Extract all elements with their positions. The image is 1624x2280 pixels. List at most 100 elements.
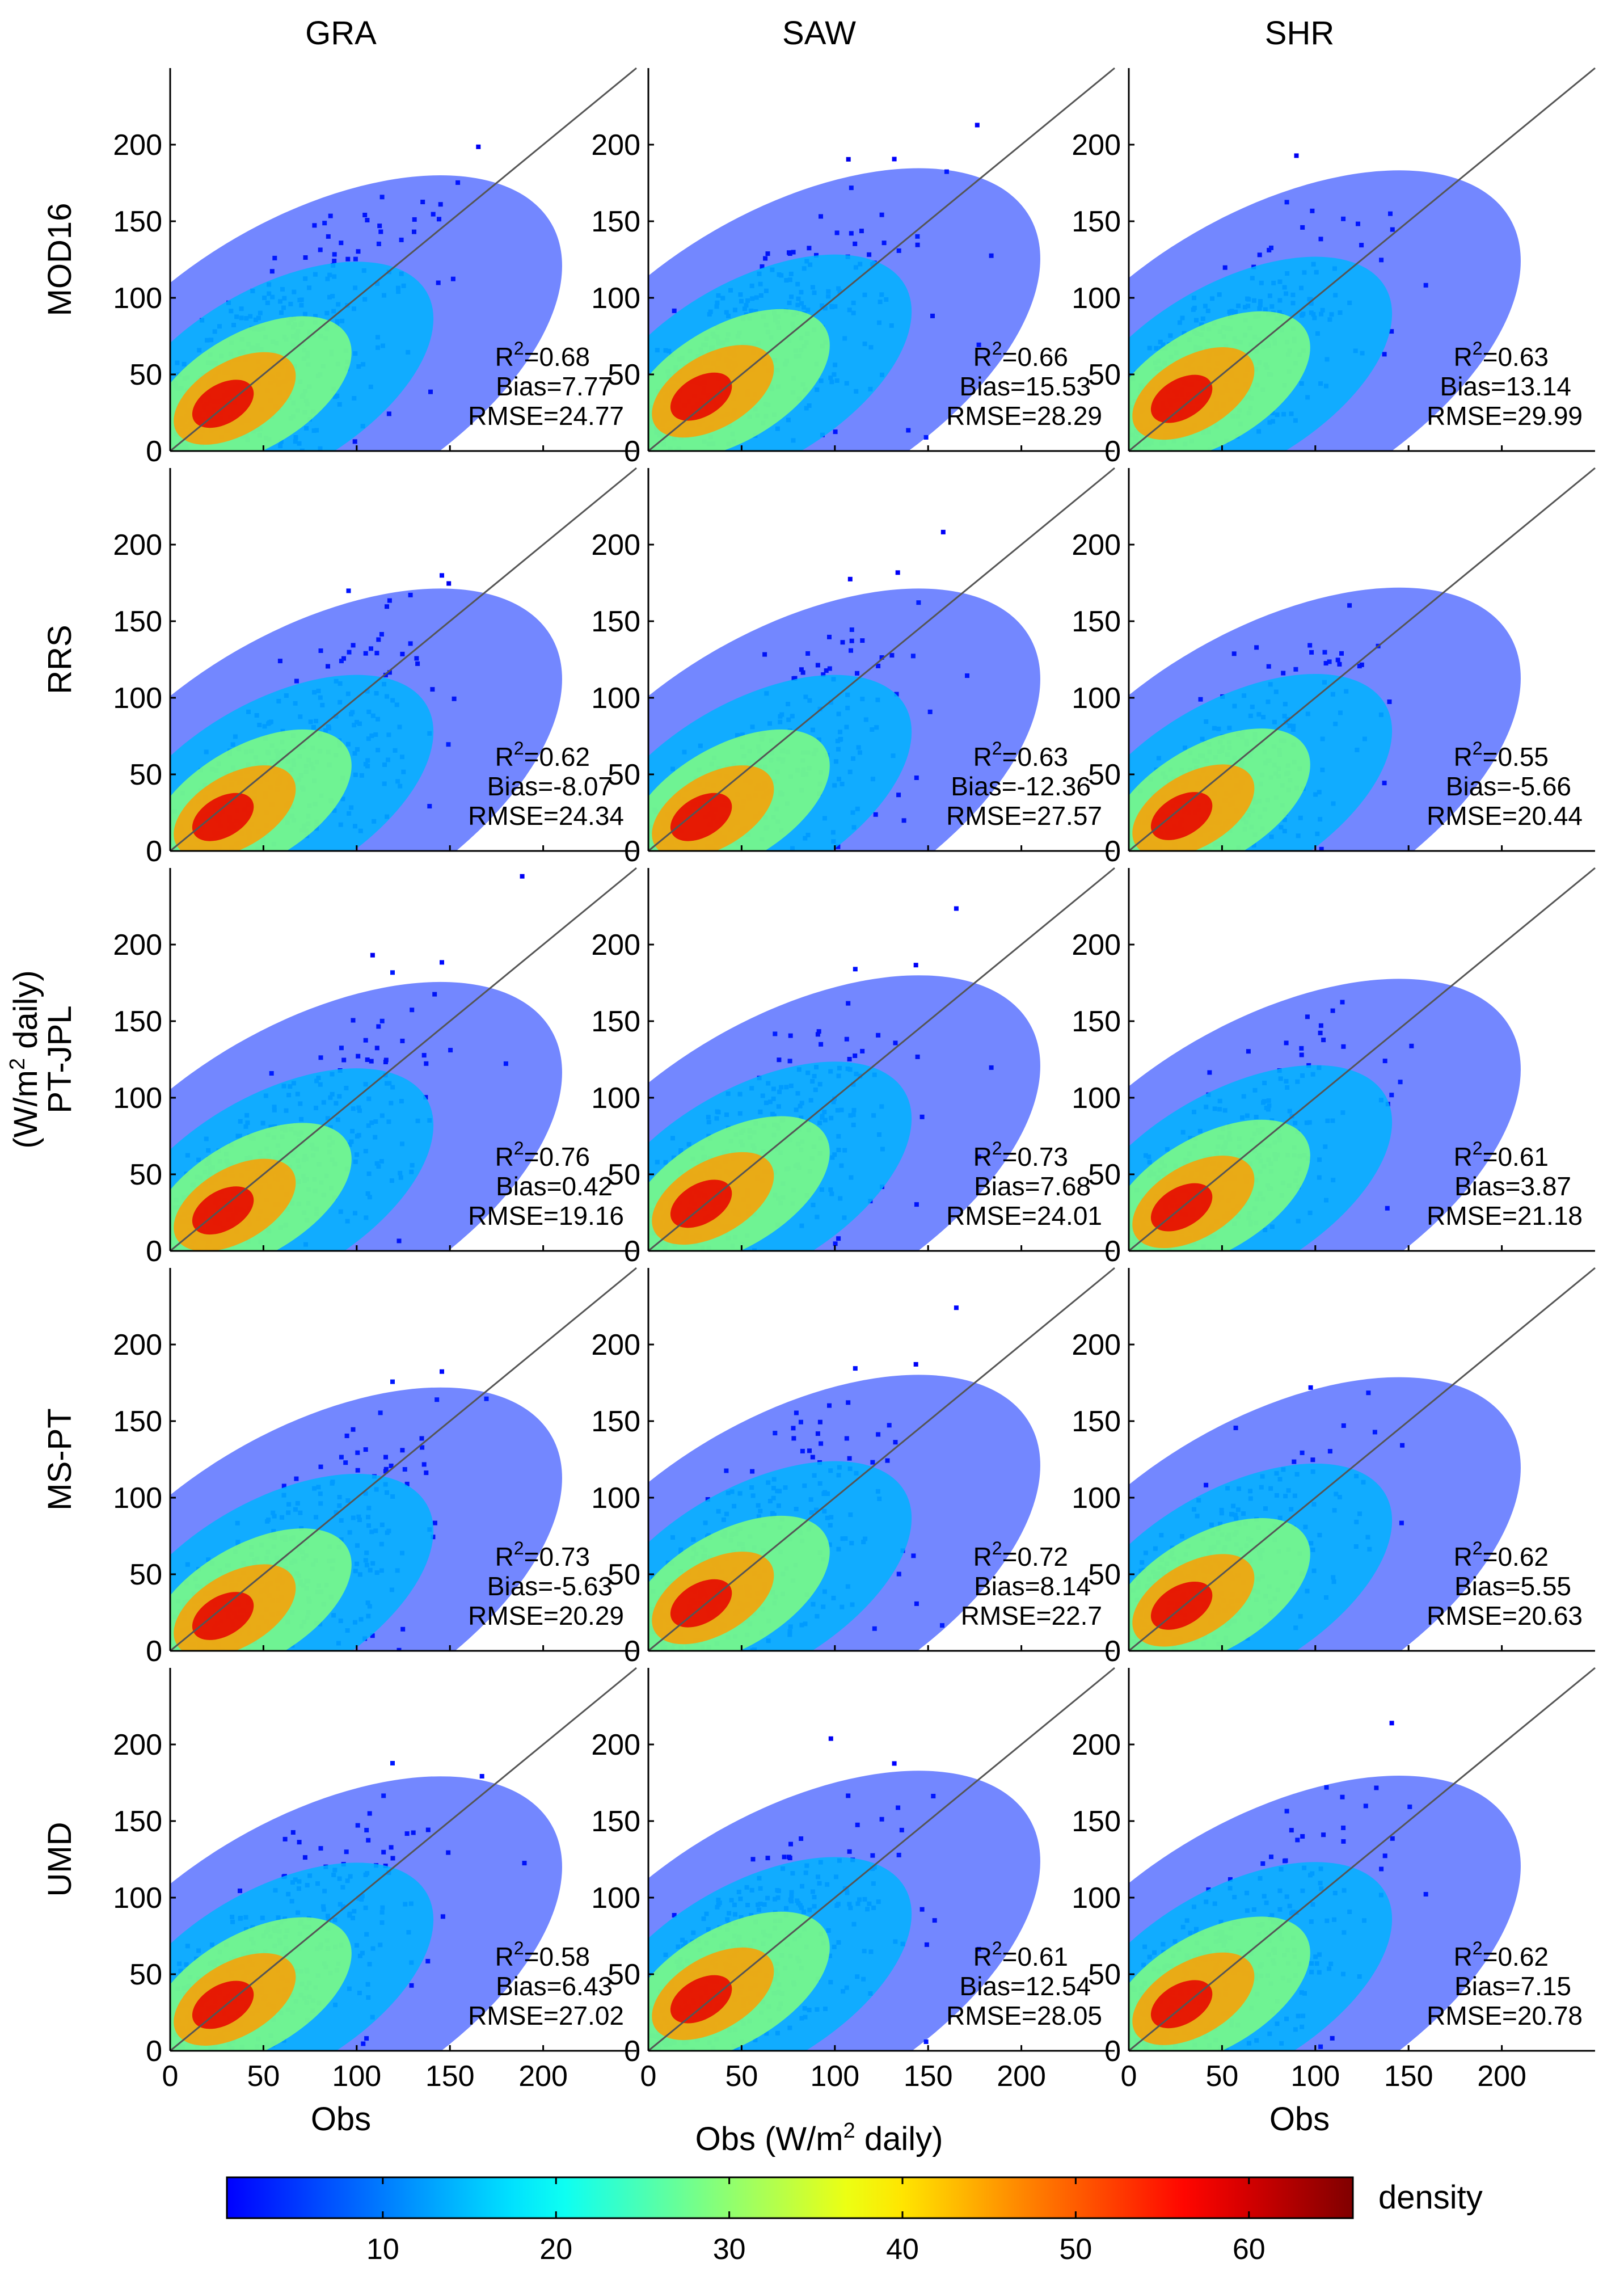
r2-label: R2=0.73 xyxy=(973,1138,1068,1171)
y-tick-label: 0 xyxy=(146,1235,162,1268)
bias-label: Bias=5.55 xyxy=(1454,1571,1571,1601)
y-tick-label: 100 xyxy=(591,1082,640,1115)
y-tick-label: 0 xyxy=(1104,435,1121,468)
bias-label: Bias=-8.07 xyxy=(487,772,613,801)
one-to-one-line xyxy=(1128,1267,1596,1652)
scatter-point xyxy=(390,1379,395,1384)
r2-label: R2=0.73 xyxy=(495,1538,590,1571)
y-tick-label: 200 xyxy=(1072,929,1121,962)
r2-label: R2=0.68 xyxy=(495,338,590,372)
r2-label: R2=0.63 xyxy=(973,738,1068,772)
y-tick-label: 200 xyxy=(591,129,640,162)
y-tick-label: 50 xyxy=(129,1558,162,1591)
y-tick-label: 100 xyxy=(113,1882,162,1915)
y-tick-label: 200 xyxy=(591,529,640,562)
scatter-point xyxy=(975,123,980,128)
y-tick-label: 150 xyxy=(1072,605,1121,638)
scatter-point xyxy=(895,570,900,575)
one-to-one-line xyxy=(648,867,1115,1252)
r2-label: R2=0.62 xyxy=(1454,1538,1549,1571)
y-tick-label: 200 xyxy=(591,1329,640,1362)
bias-label: Bias=6.43 xyxy=(496,1971,613,2001)
scatter-point xyxy=(847,576,853,581)
y-tick-label: 50 xyxy=(129,1158,162,1191)
y-tick-label: 50 xyxy=(129,758,162,791)
bias-label: Bias=13.14 xyxy=(1440,372,1571,401)
y-tick-label: 100 xyxy=(591,1482,640,1515)
bias-label: Bias=3.87 xyxy=(1454,1171,1571,1201)
y-tick-label: 100 xyxy=(113,682,162,715)
rmse-label: RMSE=24.01 xyxy=(946,1201,1102,1230)
y-tick-label: 0 xyxy=(624,835,640,868)
rmse-label: RMSE=19.16 xyxy=(468,1201,624,1230)
scatter-point xyxy=(346,588,351,593)
scatter-point xyxy=(390,1761,395,1765)
scatter-point xyxy=(520,874,525,879)
y-tick-label: 150 xyxy=(113,1805,162,1838)
rmse-label: RMSE=29.99 xyxy=(1427,401,1583,431)
y-tick-label: 100 xyxy=(1072,1082,1121,1115)
scatter-point xyxy=(476,144,481,149)
density-contour xyxy=(1150,374,1213,423)
y-tick-label: 0 xyxy=(1104,1235,1121,1268)
scatter-point xyxy=(446,581,452,586)
y-tick-label: 0 xyxy=(1104,1635,1121,1668)
rmse-label: RMSE=20.29 xyxy=(468,1601,624,1630)
y-tick-label: 50 xyxy=(1088,1558,1121,1591)
y-tick-label: 150 xyxy=(1072,1405,1121,1438)
y-tick-label: 0 xyxy=(624,1235,640,1268)
y-tick-label: 150 xyxy=(113,205,162,238)
y-tick-label: 100 xyxy=(591,682,640,715)
y-tick-label: 150 xyxy=(1072,1005,1121,1038)
bias-label: Bias=-12.36 xyxy=(951,772,1091,801)
bias-label: Bias=15.53 xyxy=(960,372,1091,401)
density-contour xyxy=(192,380,254,428)
rmse-label: RMSE=24.34 xyxy=(468,801,624,831)
scatter-point xyxy=(853,1366,858,1371)
y-tick-label: 0 xyxy=(146,2035,162,2068)
scatter-point xyxy=(440,573,444,578)
y-tick-label: 100 xyxy=(113,1482,162,1515)
y-tick-label: 50 xyxy=(1088,758,1121,791)
y-tick-label: 0 xyxy=(146,835,162,868)
rmse-label: RMSE=28.29 xyxy=(946,401,1102,431)
y-tick-label: 200 xyxy=(1072,129,1121,162)
y-tick-label: 50 xyxy=(608,758,640,791)
y-tick-label: 150 xyxy=(591,605,640,638)
y-tick-label: 200 xyxy=(591,929,640,962)
density-contour xyxy=(670,793,732,841)
bias-label: Bias=-5.63 xyxy=(487,1571,613,1601)
r2-label: R2=0.62 xyxy=(495,738,590,772)
r2-label: R2=0.66 xyxy=(973,338,1068,372)
one-to-one-line xyxy=(1128,467,1596,852)
scatter-point xyxy=(846,157,851,162)
one-to-one-line xyxy=(170,1667,637,2052)
scatter-point xyxy=(954,1305,959,1310)
scatter-point xyxy=(390,970,395,975)
scatter-point xyxy=(892,157,897,162)
y-tick-label: 150 xyxy=(591,1405,640,1438)
scatter-point xyxy=(440,1369,444,1374)
y-tick-label: 150 xyxy=(591,1005,640,1038)
y-tick-label: 100 xyxy=(113,282,162,315)
x-tick-label: 50 xyxy=(247,2060,280,2093)
density-contour xyxy=(670,372,732,421)
y-tick-label: 50 xyxy=(129,359,162,391)
one-to-one-line xyxy=(1128,867,1596,1252)
x-tick-label: 200 xyxy=(518,2060,568,2093)
density-contour xyxy=(192,793,254,841)
y-tick-label: 200 xyxy=(113,1329,162,1362)
one-to-one-line xyxy=(648,467,1115,852)
bias-label: Bias=7.77 xyxy=(496,372,613,401)
rmse-label: RMSE=24.77 xyxy=(468,401,624,431)
